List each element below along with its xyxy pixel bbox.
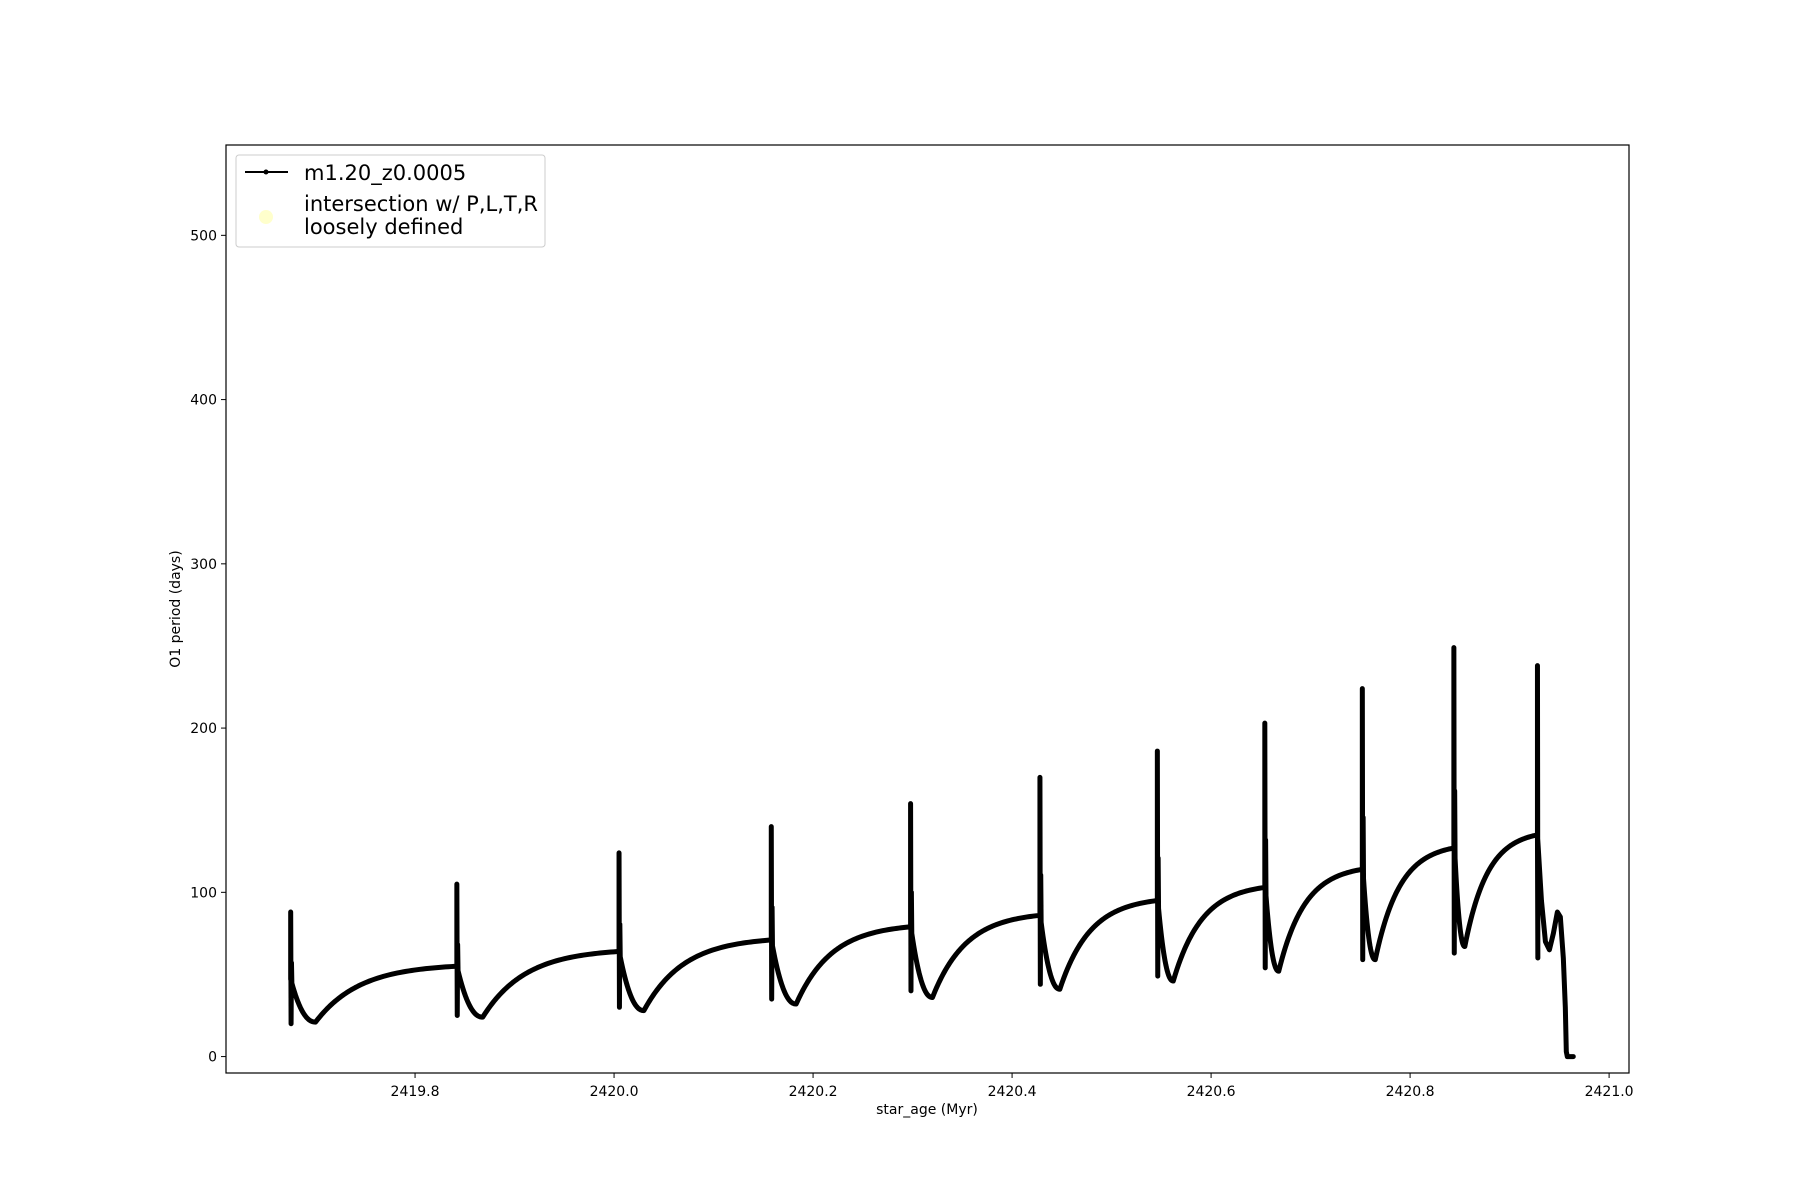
legend: m1.20_z0.0005 intersection w/ P,L,T,R lo…	[235, 154, 546, 248]
x-tick-label: 2420.8	[1386, 1084, 1435, 1100]
legend-circle-marker	[259, 210, 273, 224]
y-tick-label: 400	[190, 393, 217, 409]
y-tick-label: 200	[190, 721, 217, 737]
x-tick-label: 2420.6	[1187, 1084, 1236, 1100]
x-tick-label: 2419.8	[391, 1084, 440, 1100]
legend-box	[235, 154, 546, 248]
legend-label-intersection-line1: intersection w/ P,L,T,R	[304, 192, 538, 216]
series-line-m1-20-z0-0005	[288, 645, 1576, 1060]
x-tick-label: 2420.0	[590, 1084, 639, 1100]
legend-line-dot	[263, 169, 269, 175]
x-axis: 2419.8 2420.0 2420.2 2420.4 2420.6 2420.8 2421…	[391, 1073, 1634, 1100]
y-tick-label: 100	[190, 885, 217, 901]
y-tick-label: 300	[190, 557, 217, 573]
y-tick-label: 0	[208, 1050, 217, 1066]
y-tick-label: 500	[190, 228, 217, 244]
legend-label-series: m1.20_z0.0005	[304, 161, 466, 186]
y-axis-label: O1 period (days)	[168, 550, 184, 667]
axes-frame	[225, 144, 1630, 1074]
x-axis-label: star_age (Myr)	[876, 1102, 978, 1118]
x-tick-label: 2420.2	[789, 1084, 838, 1100]
legend-label-intersection-line2: loosely defined	[304, 215, 463, 239]
x-tick-label: 2421.0	[1585, 1084, 1634, 1100]
plot-area	[288, 645, 1576, 1060]
x-tick-label: 2420.4	[988, 1084, 1037, 1100]
y-axis: 0 100 200 300 400 500	[190, 228, 226, 1066]
